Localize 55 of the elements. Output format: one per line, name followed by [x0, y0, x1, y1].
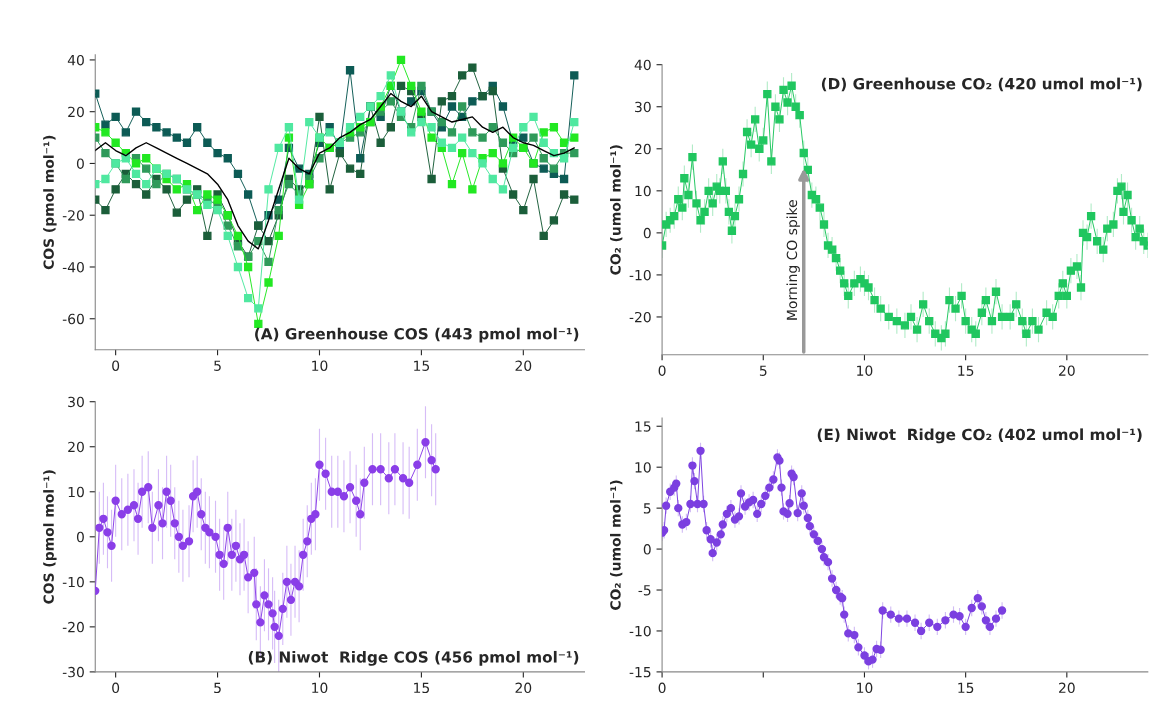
y-tick-label: 30 — [68, 396, 84, 408]
y-tick-label: -5 — [638, 585, 651, 596]
y-axis-title: CO₂ (umol mol⁻¹) — [609, 145, 623, 275]
y-tick-label: 20 — [635, 143, 651, 155]
y-axis-title: COS (pmol mol⁻¹) — [43, 135, 57, 270]
y-axis-title: COS (pmol mol⁻¹) — [43, 470, 57, 604]
y-tick-label: 40 — [67, 54, 84, 66]
x-tick-label: 0 — [658, 682, 666, 694]
y-tick-label: 20 — [68, 106, 84, 118]
y-tick-label: 20 — [68, 441, 84, 453]
x-tick-label: 5 — [214, 682, 221, 694]
x-tick-label: 20 — [515, 360, 532, 371]
x-tick-label: 15 — [958, 365, 974, 376]
x-tick-label: 20 — [1059, 682, 1075, 694]
annotation: Morning CO spike — [786, 200, 800, 320]
x-tick-label: 10 — [312, 682, 328, 694]
annotation: (A) Greenhouse COS (443 pmol mol⁻¹) — [255, 327, 579, 343]
y-tick-label: 10 — [635, 462, 651, 473]
y-tick-label: -10 — [629, 269, 651, 281]
x-tick-label: 20 — [1059, 365, 1075, 376]
x-tick-label: 15 — [958, 682, 974, 694]
y-tick-label: -30 — [62, 666, 84, 678]
y-tick-label: 0 — [643, 227, 651, 239]
annotation: (B) Niwot Ridge COS (456 pmol mol⁻¹) — [248, 650, 579, 666]
annotation: (D) Greenhouse CO₂ (420 umol mol⁻¹) — [821, 77, 1142, 92]
annotation: (E) Niwot Ridge CO₂ (402 umol mol⁻¹) — [817, 428, 1142, 444]
x-tick-label: 0 — [658, 365, 666, 376]
x-tick-label: 15 — [414, 360, 430, 371]
y-tick-label: -20 — [62, 621, 84, 633]
x-tick-label: 0 — [112, 682, 120, 694]
x-tick-label: 15 — [414, 682, 430, 694]
y-tick-label: -20 — [62, 210, 84, 221]
y-tick-label: -10 — [629, 625, 651, 637]
y-tick-label: 0 — [643, 544, 651, 555]
x-tick-label: 5 — [214, 360, 221, 371]
x-tick-label: 10 — [312, 360, 328, 371]
y-tick-label: 0 — [76, 158, 84, 169]
y-tick-label: -60 — [62, 313, 84, 325]
x-tick-label: 5 — [759, 365, 767, 376]
y-tick-label: 5 — [643, 503, 651, 514]
y-tick-label: 30 — [635, 101, 651, 113]
y-tick-label: 15 — [635, 421, 651, 432]
y-axis-title: CO₂ (umol mol⁻¹) — [609, 480, 623, 610]
y-tick-label: 10 — [635, 185, 651, 197]
y-tick-label: 0 — [76, 531, 84, 543]
y-tick-label: 10 — [68, 486, 84, 498]
y-tick-label: -10 — [62, 576, 84, 588]
y-tick-label: -20 — [629, 311, 651, 323]
y-tick-label: -15 — [629, 667, 651, 678]
y-tick-label: 40 — [634, 59, 651, 71]
y-tick-label: -40 — [62, 261, 84, 273]
x-tick-label: 0 — [112, 360, 120, 371]
x-tick-label: 10 — [857, 365, 873, 376]
x-tick-label: 10 — [857, 682, 873, 694]
x-tick-label: 20 — [515, 682, 532, 694]
